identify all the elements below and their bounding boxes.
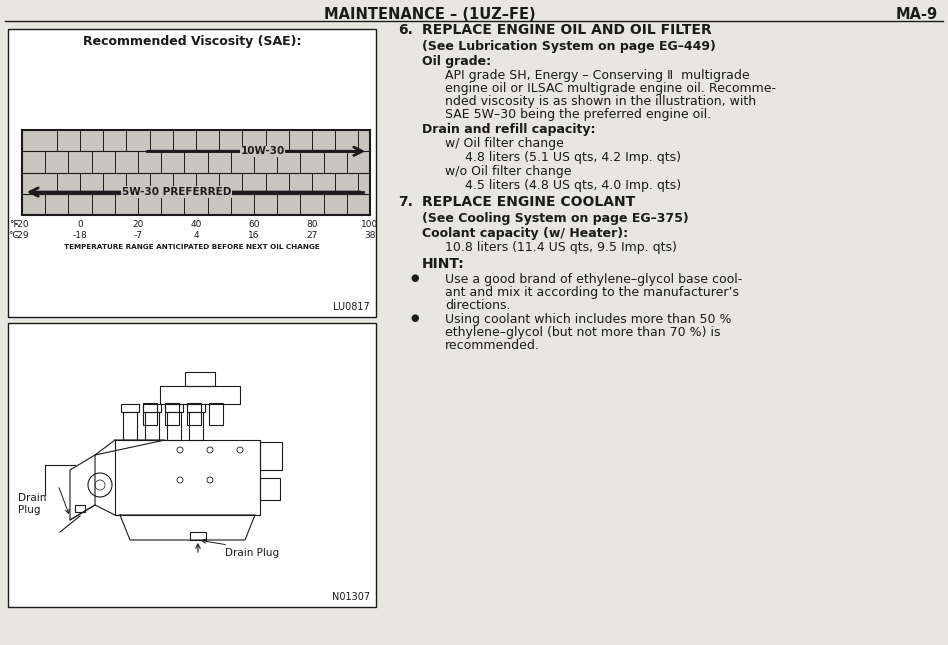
Text: Using coolant which includes more than 50 %: Using coolant which includes more than 5… [445,313,732,326]
Text: 20: 20 [133,220,144,229]
Text: 0: 0 [77,220,82,229]
Bar [8,323,376,607]
Text: -29: -29 [14,231,29,240]
Text: REPLACE ENGINE COOLANT: REPLACE ENGINE COOLANT [422,195,635,209]
Text: 5W-30 PREFERRED: 5W-30 PREFERRED [122,187,231,197]
Bar [260,478,280,500]
Text: directions.: directions. [445,299,511,312]
Text: REPLACE ENGINE OIL AND OIL FILTER: REPLACE ENGINE OIL AND OIL FILTER [422,23,712,37]
Bar [185,372,215,386]
Bar [121,404,139,412]
Text: 4: 4 [193,231,199,240]
Bar [160,386,240,404]
Bar [167,412,181,440]
Text: °C: °C [9,231,19,240]
Bar [260,442,282,470]
Text: Drain
Plug: Drain Plug [18,493,46,515]
Text: ethylene–glycol (but not more than 70 %) is: ethylene–glycol (but not more than 70 %)… [445,326,720,339]
Text: Oil grade:: Oil grade: [422,55,491,68]
Text: 10W-30: 10W-30 [241,146,284,156]
Text: engine oil or ILSAC multigrade engine oil. Recomme-: engine oil or ILSAC multigrade engine oi… [445,82,776,95]
Bar [189,412,203,440]
Text: 27: 27 [306,231,318,240]
Text: Drain Plug: Drain Plug [225,548,279,558]
Bar [209,403,223,425]
Text: ●: ● [410,313,418,323]
Text: 60: 60 [248,220,260,229]
Text: recommended.: recommended. [445,339,539,352]
Text: (See Lubrication System on page EG–449): (See Lubrication System on page EG–449) [422,40,716,53]
Text: -18: -18 [73,231,87,240]
Bar [22,130,370,215]
Text: -7: -7 [134,231,142,240]
Text: N01307: N01307 [332,592,370,602]
Text: 16: 16 [248,231,260,240]
Text: -20: -20 [14,220,29,229]
Text: w/ Oil filter change: w/ Oil filter change [445,137,564,150]
Text: 100: 100 [361,220,378,229]
Text: nded viscosity is as shown in the illustration, with: nded viscosity is as shown in the illust… [445,95,757,108]
Text: °F: °F [9,220,19,229]
Text: MAINTENANCE – (1UZ–FE): MAINTENANCE – (1UZ–FE) [324,7,536,22]
Text: TEMPERATURE RANGE ANTICIPATED BEFORE NEXT OIL CHANGE: TEMPERATURE RANGE ANTICIPATED BEFORE NEX… [64,244,319,250]
Text: 10.8 liters (11.4 US qts, 9.5 Imp. qts): 10.8 liters (11.4 US qts, 9.5 Imp. qts) [445,241,677,254]
Text: LU0817: LU0817 [334,302,370,312]
Text: 80: 80 [306,220,318,229]
Text: Drain and refill capacity:: Drain and refill capacity: [422,123,595,136]
Text: SAE 5W–30 being the preferred engine oil.: SAE 5W–30 being the preferred engine oil… [445,108,711,121]
Text: HINT:: HINT: [422,257,465,271]
Text: MA-9: MA-9 [896,7,938,22]
Bar [165,403,179,425]
Bar [165,404,183,412]
Bar [75,505,85,512]
Text: 40: 40 [191,220,202,229]
Text: 38: 38 [364,231,375,240]
Text: 6.: 6. [398,23,413,37]
Text: ●: ● [410,273,418,283]
Text: Coolant capacity (w/ Heater):: Coolant capacity (w/ Heater): [422,227,629,240]
Text: 7.: 7. [398,195,413,209]
Text: 4.8 liters (5.1 US qts, 4.2 Imp. qts): 4.8 liters (5.1 US qts, 4.2 Imp. qts) [465,151,681,164]
Bar [8,29,376,317]
Bar [123,412,137,440]
Bar [190,532,206,540]
Text: Use a good brand of ethylene–glycol base cool-: Use a good brand of ethylene–glycol base… [445,273,742,286]
Text: w/o Oil filter change: w/o Oil filter change [445,165,572,178]
Text: (See Cooling System on page EG–375): (See Cooling System on page EG–375) [422,212,689,225]
Text: API grade SH, Energy – Conserving Ⅱ  multigrade: API grade SH, Energy – Conserving Ⅱ mult… [445,69,750,82]
Bar [187,403,201,425]
Text: ant and mix it according to the manufacturer’s: ant and mix it according to the manufact… [445,286,739,299]
Text: Recommended Viscosity (SAE):: Recommended Viscosity (SAE): [82,35,301,48]
Bar [187,404,205,412]
Bar [143,404,161,412]
Bar [143,403,157,425]
Text: 4.5 liters (4.8 US qts, 4.0 Imp. qts): 4.5 liters (4.8 US qts, 4.0 Imp. qts) [465,179,681,192]
Bar [145,412,159,440]
